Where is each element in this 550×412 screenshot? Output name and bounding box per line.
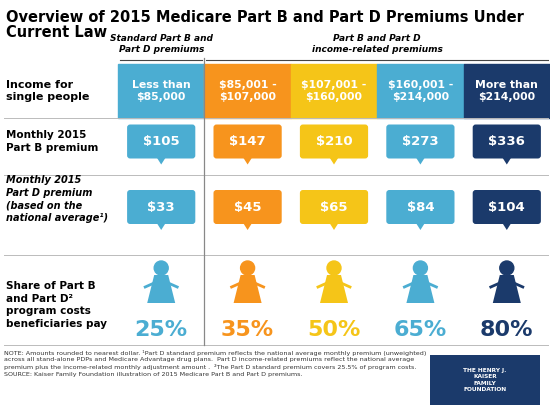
Text: Income for
single people: Income for single people — [6, 80, 89, 102]
FancyBboxPatch shape — [127, 190, 195, 224]
Text: NOTE: Amounts rounded to nearest dollar. ¹Part D standard premium reflects the n: NOTE: Amounts rounded to nearest dollar.… — [4, 350, 426, 377]
Circle shape — [414, 261, 427, 275]
Text: Part B and Part D
income-related premiums: Part B and Part D income-related premium… — [312, 34, 443, 54]
FancyBboxPatch shape — [213, 190, 282, 224]
Polygon shape — [500, 219, 514, 230]
Text: Share of Part B
and Part D²
program costs
beneficiaries pay: Share of Part B and Part D² program cost… — [6, 281, 107, 329]
Text: $85,001 -
$107,000: $85,001 - $107,000 — [219, 80, 277, 102]
Text: $104: $104 — [488, 201, 525, 213]
Polygon shape — [414, 154, 427, 164]
Circle shape — [500, 261, 514, 275]
Polygon shape — [406, 275, 434, 303]
FancyBboxPatch shape — [300, 190, 368, 224]
Text: $105: $105 — [143, 135, 179, 148]
Text: 50%: 50% — [307, 319, 361, 339]
Text: $33: $33 — [147, 201, 175, 213]
Polygon shape — [234, 275, 262, 303]
Polygon shape — [240, 154, 255, 164]
Text: Overview of 2015 Medicare Part B and Part D Premiums Under: Overview of 2015 Medicare Part B and Par… — [6, 10, 524, 25]
Polygon shape — [414, 219, 427, 230]
Polygon shape — [147, 275, 175, 303]
Polygon shape — [500, 154, 514, 164]
Text: $84: $84 — [406, 201, 434, 213]
FancyBboxPatch shape — [472, 190, 541, 224]
Text: Monthly 2015
Part D premium
(based on the
national average¹): Monthly 2015 Part D premium (based on th… — [6, 176, 108, 222]
Text: $147: $147 — [229, 135, 266, 148]
Polygon shape — [320, 275, 348, 303]
Bar — [291, 64, 377, 118]
FancyBboxPatch shape — [300, 124, 368, 159]
Circle shape — [240, 261, 255, 275]
Text: Standard Part B and
Part D premiums: Standard Part B and Part D premiums — [109, 34, 213, 54]
Text: Monthly 2015
Part B premium: Monthly 2015 Part B premium — [6, 130, 98, 153]
Polygon shape — [327, 219, 341, 230]
Text: 35%: 35% — [221, 319, 274, 339]
Text: $336: $336 — [488, 135, 525, 148]
Text: $160,001 -
$214,000: $160,001 - $214,000 — [388, 80, 453, 102]
FancyBboxPatch shape — [472, 124, 541, 159]
Text: $273: $273 — [402, 135, 439, 148]
Text: THE HENRY J.
KAISER
FAMILY
FOUNDATION: THE HENRY J. KAISER FAMILY FOUNDATION — [463, 368, 507, 392]
Bar — [205, 64, 291, 118]
Bar — [464, 64, 550, 118]
Polygon shape — [240, 219, 255, 230]
Text: Current Law: Current Law — [6, 25, 107, 40]
Bar — [430, 355, 540, 405]
FancyBboxPatch shape — [386, 124, 454, 159]
Polygon shape — [493, 275, 521, 303]
Circle shape — [327, 261, 341, 275]
Text: 25%: 25% — [135, 319, 188, 339]
Text: 65%: 65% — [394, 319, 447, 339]
Circle shape — [154, 261, 168, 275]
Text: Less than
$85,000: Less than $85,000 — [132, 80, 190, 102]
Text: $45: $45 — [234, 201, 261, 213]
Text: 80%: 80% — [480, 319, 534, 339]
Bar — [118, 64, 205, 118]
Polygon shape — [154, 219, 168, 230]
FancyBboxPatch shape — [213, 124, 282, 159]
FancyBboxPatch shape — [386, 190, 454, 224]
Text: $210: $210 — [316, 135, 353, 148]
Bar — [377, 64, 464, 118]
Text: More than
$214,000: More than $214,000 — [475, 80, 538, 102]
FancyBboxPatch shape — [127, 124, 195, 159]
Polygon shape — [154, 154, 168, 164]
Polygon shape — [327, 154, 341, 164]
Text: $107,001 -
$160,000: $107,001 - $160,000 — [301, 80, 367, 102]
Text: $65: $65 — [320, 201, 348, 213]
